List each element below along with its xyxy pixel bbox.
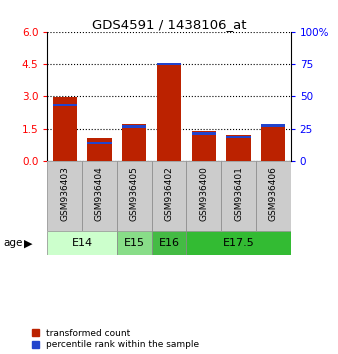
Bar [221,161,256,232]
Text: GSM936400: GSM936400 [199,167,208,222]
Bar [157,63,181,65]
Bar [192,132,216,135]
Bar [47,161,82,232]
Bar [152,161,186,232]
Bar [52,103,77,106]
Bar [117,232,152,255]
Bar [87,138,112,161]
Bar [122,124,146,161]
Bar [152,232,186,255]
Bar [186,161,221,232]
Text: GSM936406: GSM936406 [269,167,278,222]
Bar [122,125,146,128]
Bar [261,124,286,161]
Bar [226,136,251,138]
Text: age: age [3,238,23,248]
Bar [52,97,77,161]
Text: ▶: ▶ [24,238,32,248]
Text: GSM936403: GSM936403 [60,167,69,222]
Bar [87,142,112,144]
Text: E14: E14 [72,238,93,248]
Text: GSM936402: GSM936402 [165,167,173,221]
Legend: transformed count, percentile rank within the sample: transformed count, percentile rank withi… [31,329,199,349]
Bar [226,135,251,161]
Text: E17.5: E17.5 [223,238,255,248]
Text: GSM936401: GSM936401 [234,167,243,222]
Text: GSM936405: GSM936405 [130,167,139,222]
Bar [117,161,152,232]
Text: E16: E16 [159,238,179,248]
Bar [47,232,117,255]
Bar [192,131,216,161]
Bar [261,124,286,127]
Text: GSM936404: GSM936404 [95,167,104,221]
Bar [82,161,117,232]
Bar [186,232,291,255]
Bar [157,65,181,161]
Text: E15: E15 [124,238,145,248]
Title: GDS4591 / 1438106_at: GDS4591 / 1438106_at [92,18,246,31]
Bar [256,161,291,232]
